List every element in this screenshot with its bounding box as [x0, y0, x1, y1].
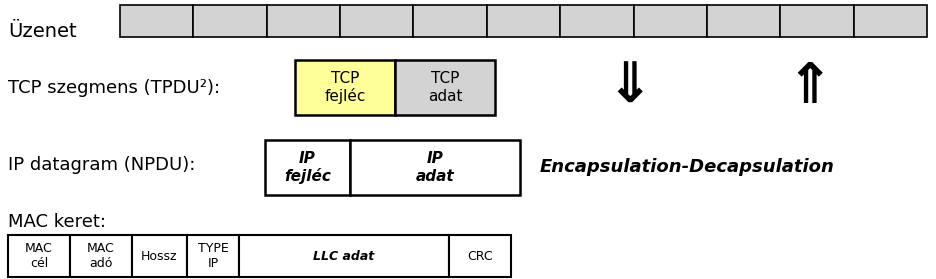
Text: IP datagram (NPDU):: IP datagram (NPDU): — [8, 156, 196, 174]
Bar — [70, 235, 132, 277]
Bar — [633, 5, 706, 37]
Bar — [487, 5, 560, 37]
Bar — [340, 5, 413, 37]
Text: TCP
adat: TCP adat — [428, 71, 461, 104]
Bar — [448, 235, 510, 277]
Bar — [187, 235, 239, 277]
Text: ⇑: ⇑ — [786, 61, 832, 115]
Bar — [413, 5, 487, 37]
Text: ⇓: ⇓ — [607, 61, 652, 115]
Bar — [239, 235, 448, 277]
Text: LLC adat: LLC adat — [313, 249, 374, 263]
Text: IP
fejléc: IP fejléc — [284, 151, 330, 184]
Text: MAC keret:: MAC keret: — [8, 213, 106, 231]
Text: Encapsulation-Decapsulation: Encapsulation-Decapsulation — [539, 158, 834, 176]
Bar — [120, 5, 193, 37]
Bar — [706, 5, 780, 37]
Bar — [193, 5, 267, 37]
Text: TCP
fejléc: TCP fejléc — [324, 71, 365, 104]
Bar — [8, 235, 70, 277]
Bar — [395, 60, 494, 115]
Text: Hossz: Hossz — [141, 249, 178, 263]
Text: TCP szegmens (TPDU²):: TCP szegmens (TPDU²): — [8, 79, 220, 97]
Bar — [267, 5, 340, 37]
Bar — [265, 140, 350, 195]
Bar — [853, 5, 926, 37]
Bar — [350, 140, 519, 195]
Text: IP
adat: IP adat — [416, 151, 454, 184]
Bar — [560, 5, 633, 37]
Text: CRC: CRC — [467, 249, 492, 263]
Bar — [132, 235, 187, 277]
Text: TYPE
IP: TYPE IP — [197, 242, 228, 270]
Bar — [295, 60, 395, 115]
Text: MAC
cél: MAC cél — [25, 242, 52, 270]
Bar — [780, 5, 853, 37]
Text: MAC
adó: MAC adó — [87, 242, 115, 270]
Text: Üzenet: Üzenet — [8, 22, 77, 41]
